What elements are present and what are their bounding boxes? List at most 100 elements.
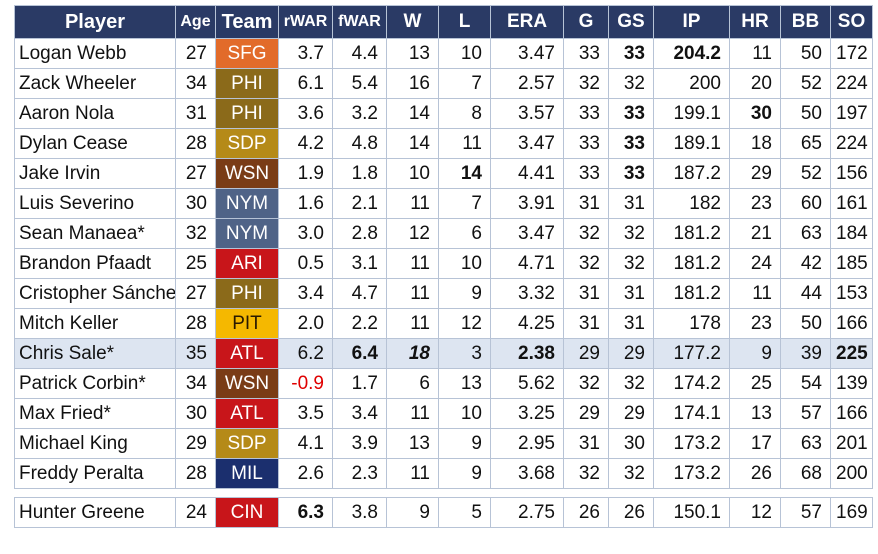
rwar-cell: 1.6 — [278, 188, 333, 219]
fwar-cell: 2.8 — [332, 218, 387, 249]
era-cell: 3.47 — [490, 128, 564, 159]
pitching-stats-table: Player Age Team rWAR fWAR W L ERA G GS I… — [14, 5, 873, 528]
rwar-cell: 6.1 — [278, 68, 333, 99]
fwar-cell: 4.8 — [332, 128, 387, 159]
age-cell: 32 — [175, 218, 216, 249]
era-cell: 3.25 — [490, 398, 564, 429]
bb-cell: 60 — [780, 188, 831, 219]
ip-cell: 181.2 — [653, 218, 730, 249]
gs-cell: 32 — [608, 68, 654, 99]
age-cell: 30 — [175, 398, 216, 429]
so-cell: 201 — [830, 428, 873, 459]
g-cell: 32 — [563, 68, 609, 99]
player-name-cell: Patrick Corbin* — [14, 368, 176, 399]
so-cell: 139 — [830, 368, 873, 399]
col-header-g[interactable]: G — [563, 5, 609, 39]
col-header-l[interactable]: L — [438, 5, 491, 39]
team-badge: SDP — [215, 128, 279, 159]
w-cell: 9 — [386, 497, 439, 528]
era-cell: 4.41 — [490, 158, 564, 189]
col-header-rwar[interactable]: rWAR — [278, 5, 333, 39]
gs-cell: 33 — [608, 128, 654, 159]
team-badge: WSN — [215, 368, 279, 399]
l-cell: 14 — [438, 158, 491, 189]
team-badge: PHI — [215, 68, 279, 99]
player-name-cell: Max Fried* — [14, 398, 176, 429]
table-row: Hunter Greene 24 CIN 6.3 3.8 9 5 2.75 26 26 150.1 1… — [14, 497, 873, 528]
bb-cell: 44 — [780, 278, 831, 309]
player-name-cell: Luis Severino — [14, 188, 176, 219]
hr-cell: 17 — [729, 428, 781, 459]
g-cell: 31 — [563, 428, 609, 459]
col-header-team[interactable]: Team — [215, 5, 279, 39]
age-cell: 24 — [175, 497, 216, 528]
table-row: Patrick Corbin* 34 WSN -0.9 1.7 6 13 5.62 32 32 17… — [14, 368, 873, 399]
g-cell: 33 — [563, 38, 609, 69]
table-row: Dylan Cease 28 SDP 4.2 4.8 14 11 3.47 33 33 189.1 1… — [14, 128, 873, 159]
hr-cell: 25 — [729, 368, 781, 399]
col-header-gs[interactable]: GS — [608, 5, 654, 39]
era-cell: 3.47 — [490, 218, 564, 249]
age-cell: 34 — [175, 68, 216, 99]
gs-cell: 32 — [608, 368, 654, 399]
so-cell: 184 — [830, 218, 873, 249]
hr-cell: 23 — [729, 188, 781, 219]
ip-cell: 187.2 — [653, 158, 730, 189]
rwar-cell: 0.5 — [278, 248, 333, 279]
w-cell: 13 — [386, 38, 439, 69]
era-cell: 2.75 — [490, 497, 564, 528]
col-header-ip[interactable]: IP — [653, 5, 730, 39]
so-cell: 185 — [830, 248, 873, 279]
g-cell: 26 — [563, 497, 609, 528]
team-badge: PHI — [215, 98, 279, 129]
ip-cell: 173.2 — [653, 458, 730, 489]
ip-cell: 199.1 — [653, 98, 730, 129]
age-cell: 28 — [175, 128, 216, 159]
hr-cell: 30 — [729, 98, 781, 129]
l-cell: 8 — [438, 98, 491, 129]
so-cell: 161 — [830, 188, 873, 219]
hr-cell: 12 — [729, 497, 781, 528]
era-cell: 5.62 — [490, 368, 564, 399]
gs-cell: 33 — [608, 98, 654, 129]
fwar-cell: 1.8 — [332, 158, 387, 189]
player-name-cell: Logan Webb — [14, 38, 176, 69]
hr-cell: 24 — [729, 248, 781, 279]
player-name-cell: Sean Manaea* — [14, 218, 176, 249]
w-cell: 12 — [386, 218, 439, 249]
table-row: Mitch Keller 28 PIT 2.0 2.2 11 12 4.25 31 31 178 23… — [14, 308, 873, 339]
team-badge: SFG — [215, 38, 279, 69]
table-body: Logan Webb 27 SFG 3.7 4.4 13 10 3.47 33 33 204.2 11… — [14, 38, 873, 528]
gs-cell: 31 — [608, 308, 654, 339]
col-header-bb[interactable]: BB — [780, 5, 831, 39]
l-cell: 11 — [438, 128, 491, 159]
col-header-era[interactable]: ERA — [490, 5, 564, 39]
col-header-hr[interactable]: HR — [729, 5, 781, 39]
rwar-cell: 3.0 — [278, 218, 333, 249]
rwar-cell: 4.2 — [278, 128, 333, 159]
player-name-cell: Chris Sale* — [14, 338, 176, 369]
gs-cell: 29 — [608, 398, 654, 429]
era-cell: 3.47 — [490, 38, 564, 69]
rwar-cell: 3.4 — [278, 278, 333, 309]
so-cell: 153 — [830, 278, 873, 309]
col-header-player[interactable]: Player — [14, 5, 176, 39]
table-row: Chris Sale* 35 ATL 6.2 6.4 18 3 2.38 29 29 177.2 9 3… — [14, 338, 873, 369]
l-cell: 10 — [438, 398, 491, 429]
so-cell: 200 — [830, 458, 873, 489]
col-header-w[interactable]: W — [386, 5, 439, 39]
col-header-so[interactable]: SO — [830, 5, 873, 39]
fwar-cell: 3.8 — [332, 497, 387, 528]
hr-cell: 21 — [729, 218, 781, 249]
gs-cell: 31 — [608, 188, 654, 219]
w-cell: 11 — [386, 458, 439, 489]
table-row: Aaron Nola 31 PHI 3.6 3.2 14 8 3.57 33 33 199.1 30 5… — [14, 98, 873, 129]
col-header-age[interactable]: Age — [175, 5, 216, 39]
player-name-cell: Freddy Peralta — [14, 458, 176, 489]
age-cell: 31 — [175, 98, 216, 129]
ip-cell: 181.2 — [653, 278, 730, 309]
era-cell: 3.57 — [490, 98, 564, 129]
fwar-cell: 2.3 — [332, 458, 387, 489]
team-badge: PIT — [215, 308, 279, 339]
col-header-fwar[interactable]: fWAR — [332, 5, 387, 39]
